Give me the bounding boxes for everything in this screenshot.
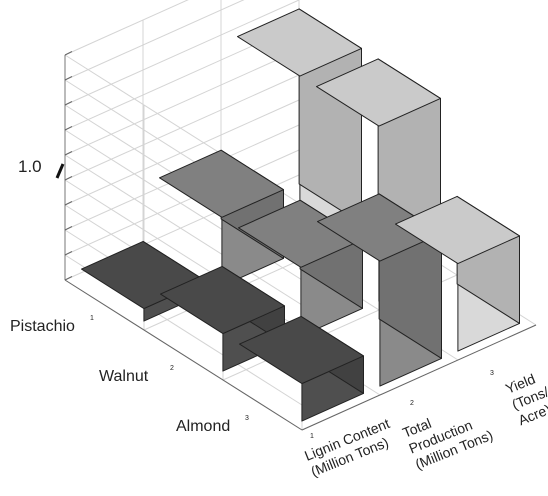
z-axis-tick <box>64 251 73 256</box>
bar-top-face <box>160 265 285 335</box>
column-index-3: 3 <box>490 370 494 377</box>
column-label-total-production: Total Production (Million Tons) <box>400 395 495 472</box>
z-axis-tick <box>64 276 73 281</box>
back-wall-gridline <box>64 99 300 206</box>
z-axis-tick <box>64 226 73 231</box>
column-label-yield: Yield (Tons/ Acre) <box>503 366 548 428</box>
row-index-2: 2 <box>170 365 174 372</box>
bar-almond-col3 <box>395 195 520 352</box>
row-label-almond: Almond <box>176 418 230 435</box>
row-label-walnut: Walnut <box>99 368 149 385</box>
bar-top-face <box>316 58 441 127</box>
back-wall-gridline <box>64 49 300 156</box>
left-wall-gridline <box>64 154 303 306</box>
z-axis-tick <box>64 101 73 106</box>
z-axis-tick <box>64 76 73 81</box>
bar-top-face <box>237 8 362 77</box>
bar-top-face <box>395 195 520 265</box>
back-wall-gridline <box>64 74 300 181</box>
back-wall-gridline <box>64 149 300 256</box>
row-axis <box>64 279 303 431</box>
bar-almond-col1 <box>239 315 364 422</box>
bar-top-face <box>159 149 284 218</box>
bar-walnut-col2 <box>238 199 363 337</box>
column-axis <box>301 324 537 431</box>
column-index-1: 1 <box>310 433 314 440</box>
z-axis-tick <box>64 126 73 131</box>
z-axis-tick <box>64 51 73 56</box>
back-wall-gridline <box>64 0 245 81</box>
back-wall-gridline <box>64 0 189 56</box>
bar-top-face <box>317 193 442 262</box>
row-index-1: 1 <box>90 315 94 322</box>
bar-top-face <box>238 199 363 268</box>
row-label-pistachio: Pistachio <box>10 318 75 335</box>
z-axis-tick <box>64 176 73 181</box>
z-axis-tick <box>64 151 73 156</box>
back-wall-gridline <box>64 0 300 106</box>
column-index-2: 2 <box>410 400 414 407</box>
bars <box>81 8 520 422</box>
bar-top-face <box>239 315 364 385</box>
row-index-3: 3 <box>245 415 249 422</box>
z-tick-mark <box>55 163 65 179</box>
z-axis-tick <box>64 201 73 206</box>
z-tick-label: 1.0 <box>18 157 42 176</box>
